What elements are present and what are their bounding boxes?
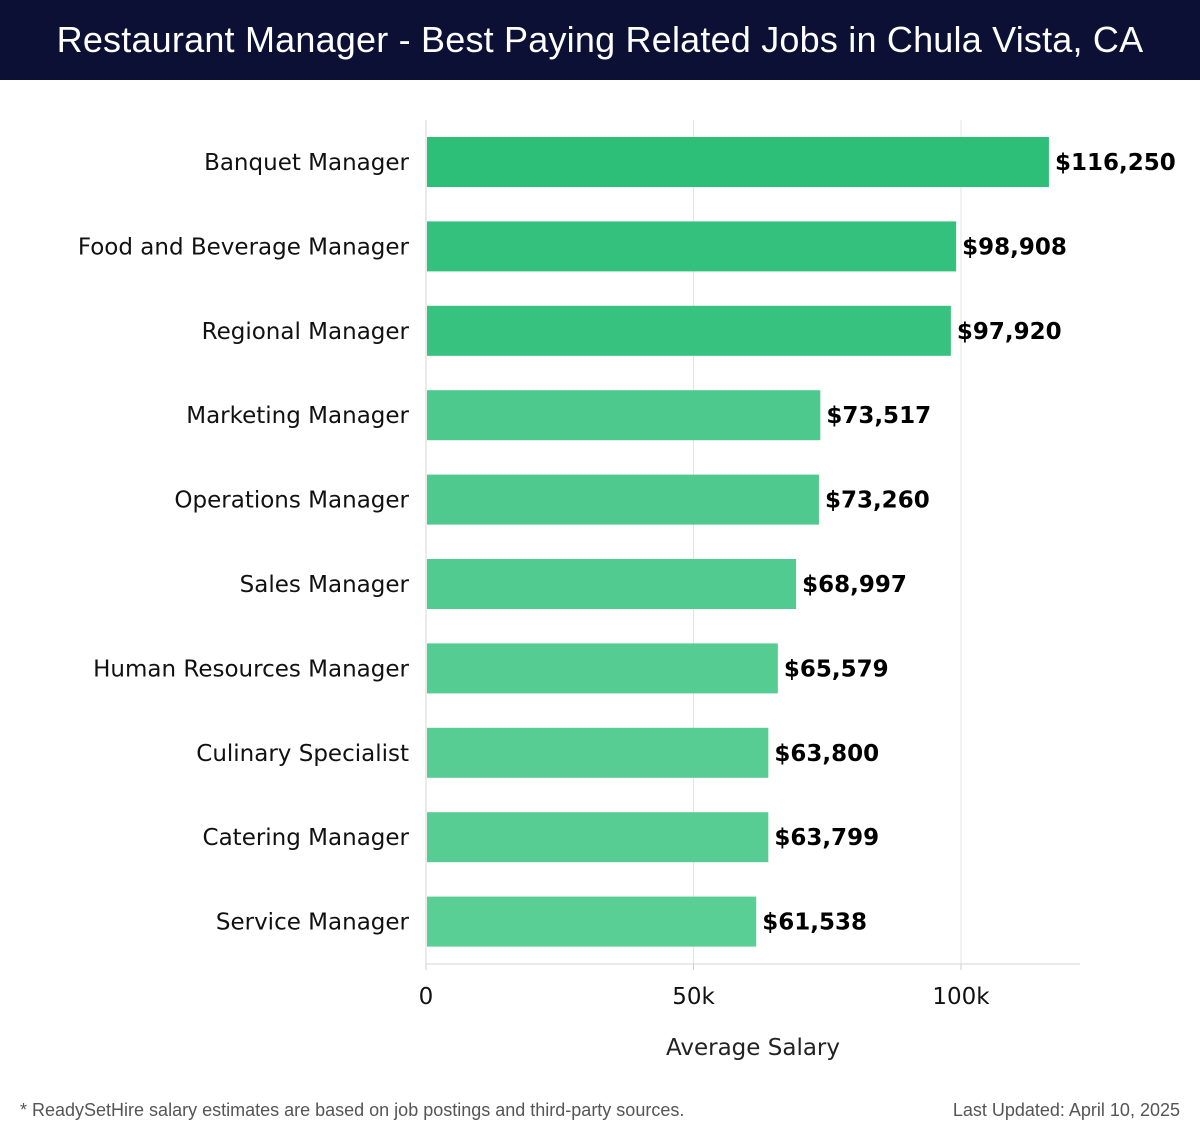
value-label: $116,250: [1055, 150, 1176, 176]
bar: [427, 896, 757, 947]
category-label: Food and Beverage Manager: [78, 234, 410, 260]
value-label: $97,920: [957, 319, 1062, 345]
bar: [427, 390, 821, 441]
category-label: Human Resources Manager: [93, 656, 409, 682]
chart-header: Restaurant Manager - Best Paying Related…: [0, 0, 1200, 80]
value-label: $61,538: [762, 910, 867, 936]
value-label: $73,260: [825, 488, 930, 514]
value-label: $65,579: [784, 656, 889, 682]
x-axis-title: Average Salary: [666, 1035, 840, 1061]
bar: [427, 137, 1049, 187]
bar: [427, 305, 951, 356]
x-tick-label: 100k: [932, 984, 990, 1010]
category-label: Regional Manager: [202, 319, 410, 345]
value-label: $63,799: [774, 825, 879, 851]
footnote: * ReadySetHire salary estimates are base…: [20, 1100, 685, 1120]
category-label: Service Manager: [216, 910, 410, 936]
bar: [427, 727, 769, 778]
labels: 0 50k 100k Banquet Manager $116,250 Food and …: [78, 150, 1176, 1061]
bars: [427, 137, 1049, 947]
bar: [427, 221, 957, 272]
x-tick-label: 0: [419, 984, 434, 1010]
value-label: $63,800: [774, 741, 879, 767]
value-label: $68,997: [802, 572, 907, 598]
category-label: Banquet Manager: [204, 150, 409, 176]
bar: [427, 474, 819, 525]
chart-title: Restaurant Manager - Best Paying Related…: [56, 19, 1144, 60]
bar-chart: 0 50k 100k Banquet Manager $116,250 Food and …: [78, 120, 1176, 1061]
bar: [427, 559, 797, 609]
x-tick-label: 50k: [672, 984, 715, 1010]
value-label: $73,517: [826, 403, 931, 429]
category-label: Culinary Specialist: [196, 741, 409, 767]
last-updated: Last Updated: April 10, 2025: [952, 1100, 1180, 1120]
category-label: Sales Manager: [240, 572, 410, 598]
bar: [427, 812, 769, 863]
value-label: $98,908: [962, 234, 1067, 260]
category-label: Operations Manager: [174, 488, 409, 514]
bar: [427, 643, 778, 694]
category-label: Catering Manager: [203, 825, 410, 851]
category-label: Marketing Manager: [186, 403, 409, 429]
